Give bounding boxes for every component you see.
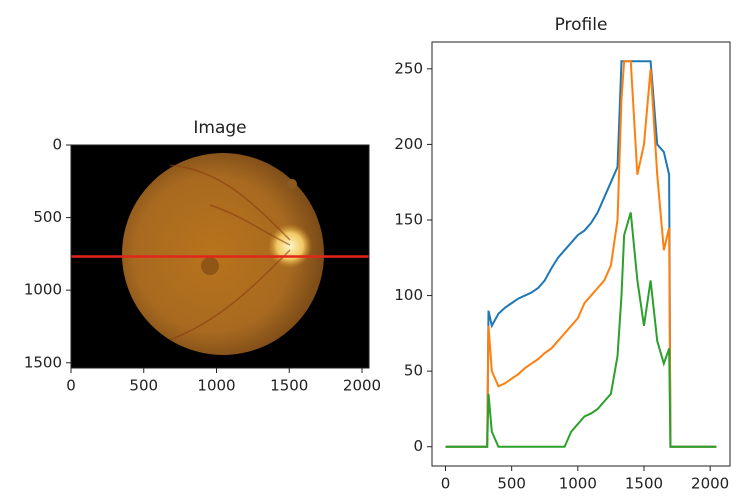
series-line [446, 61, 717, 446]
x-tick-label: 1000 [197, 377, 235, 395]
image-axes: Image 0 500 1000 1500 2000 0 500 1000 1500 [24, 118, 381, 395]
y-tick-label: 150 [394, 210, 423, 228]
y-tick-label: 200 [394, 135, 423, 153]
y-tick-label: 0 [52, 136, 62, 154]
x-tick-label: 500 [129, 377, 158, 395]
x-tick-label: 2000 [343, 377, 381, 395]
figure: Image0500100015002000050010001500 Profil… [0, 0, 740, 501]
y-tick-label: 0 [413, 437, 423, 455]
series-line [446, 212, 717, 446]
y-tick-label: 1000 [24, 281, 62, 299]
axes-frame [432, 42, 730, 466]
series-line [446, 61, 717, 446]
x-tick-label: 0 [441, 475, 451, 493]
x-tick-label: 500 [497, 475, 526, 493]
page: {"chart_data": [ {"type": "image", "titl… [0, 0, 740, 501]
x-tick-label: 1500 [270, 377, 308, 395]
optic-disc [268, 224, 312, 268]
x-tick-label: 1500 [625, 475, 663, 493]
y-tick-label: 500 [33, 208, 62, 226]
x-tick-label: 1000 [559, 475, 597, 493]
macula [201, 257, 219, 275]
y-tick-label: 1500 [24, 353, 62, 371]
x-tick-label: 0 [66, 377, 76, 395]
axes-title: Profile [555, 15, 608, 35]
artifact [287, 179, 297, 189]
y-tick-label: 50 [404, 362, 423, 380]
x-tick-label: 2000 [691, 475, 729, 493]
y-tick-label: 100 [394, 286, 423, 304]
y-tick-label: 250 [394, 59, 423, 77]
profile-axes: Profile 0 500 1000 1500 2000 0 50 100 150 200 250 [394, 15, 730, 493]
axes-title: Image [193, 118, 246, 138]
